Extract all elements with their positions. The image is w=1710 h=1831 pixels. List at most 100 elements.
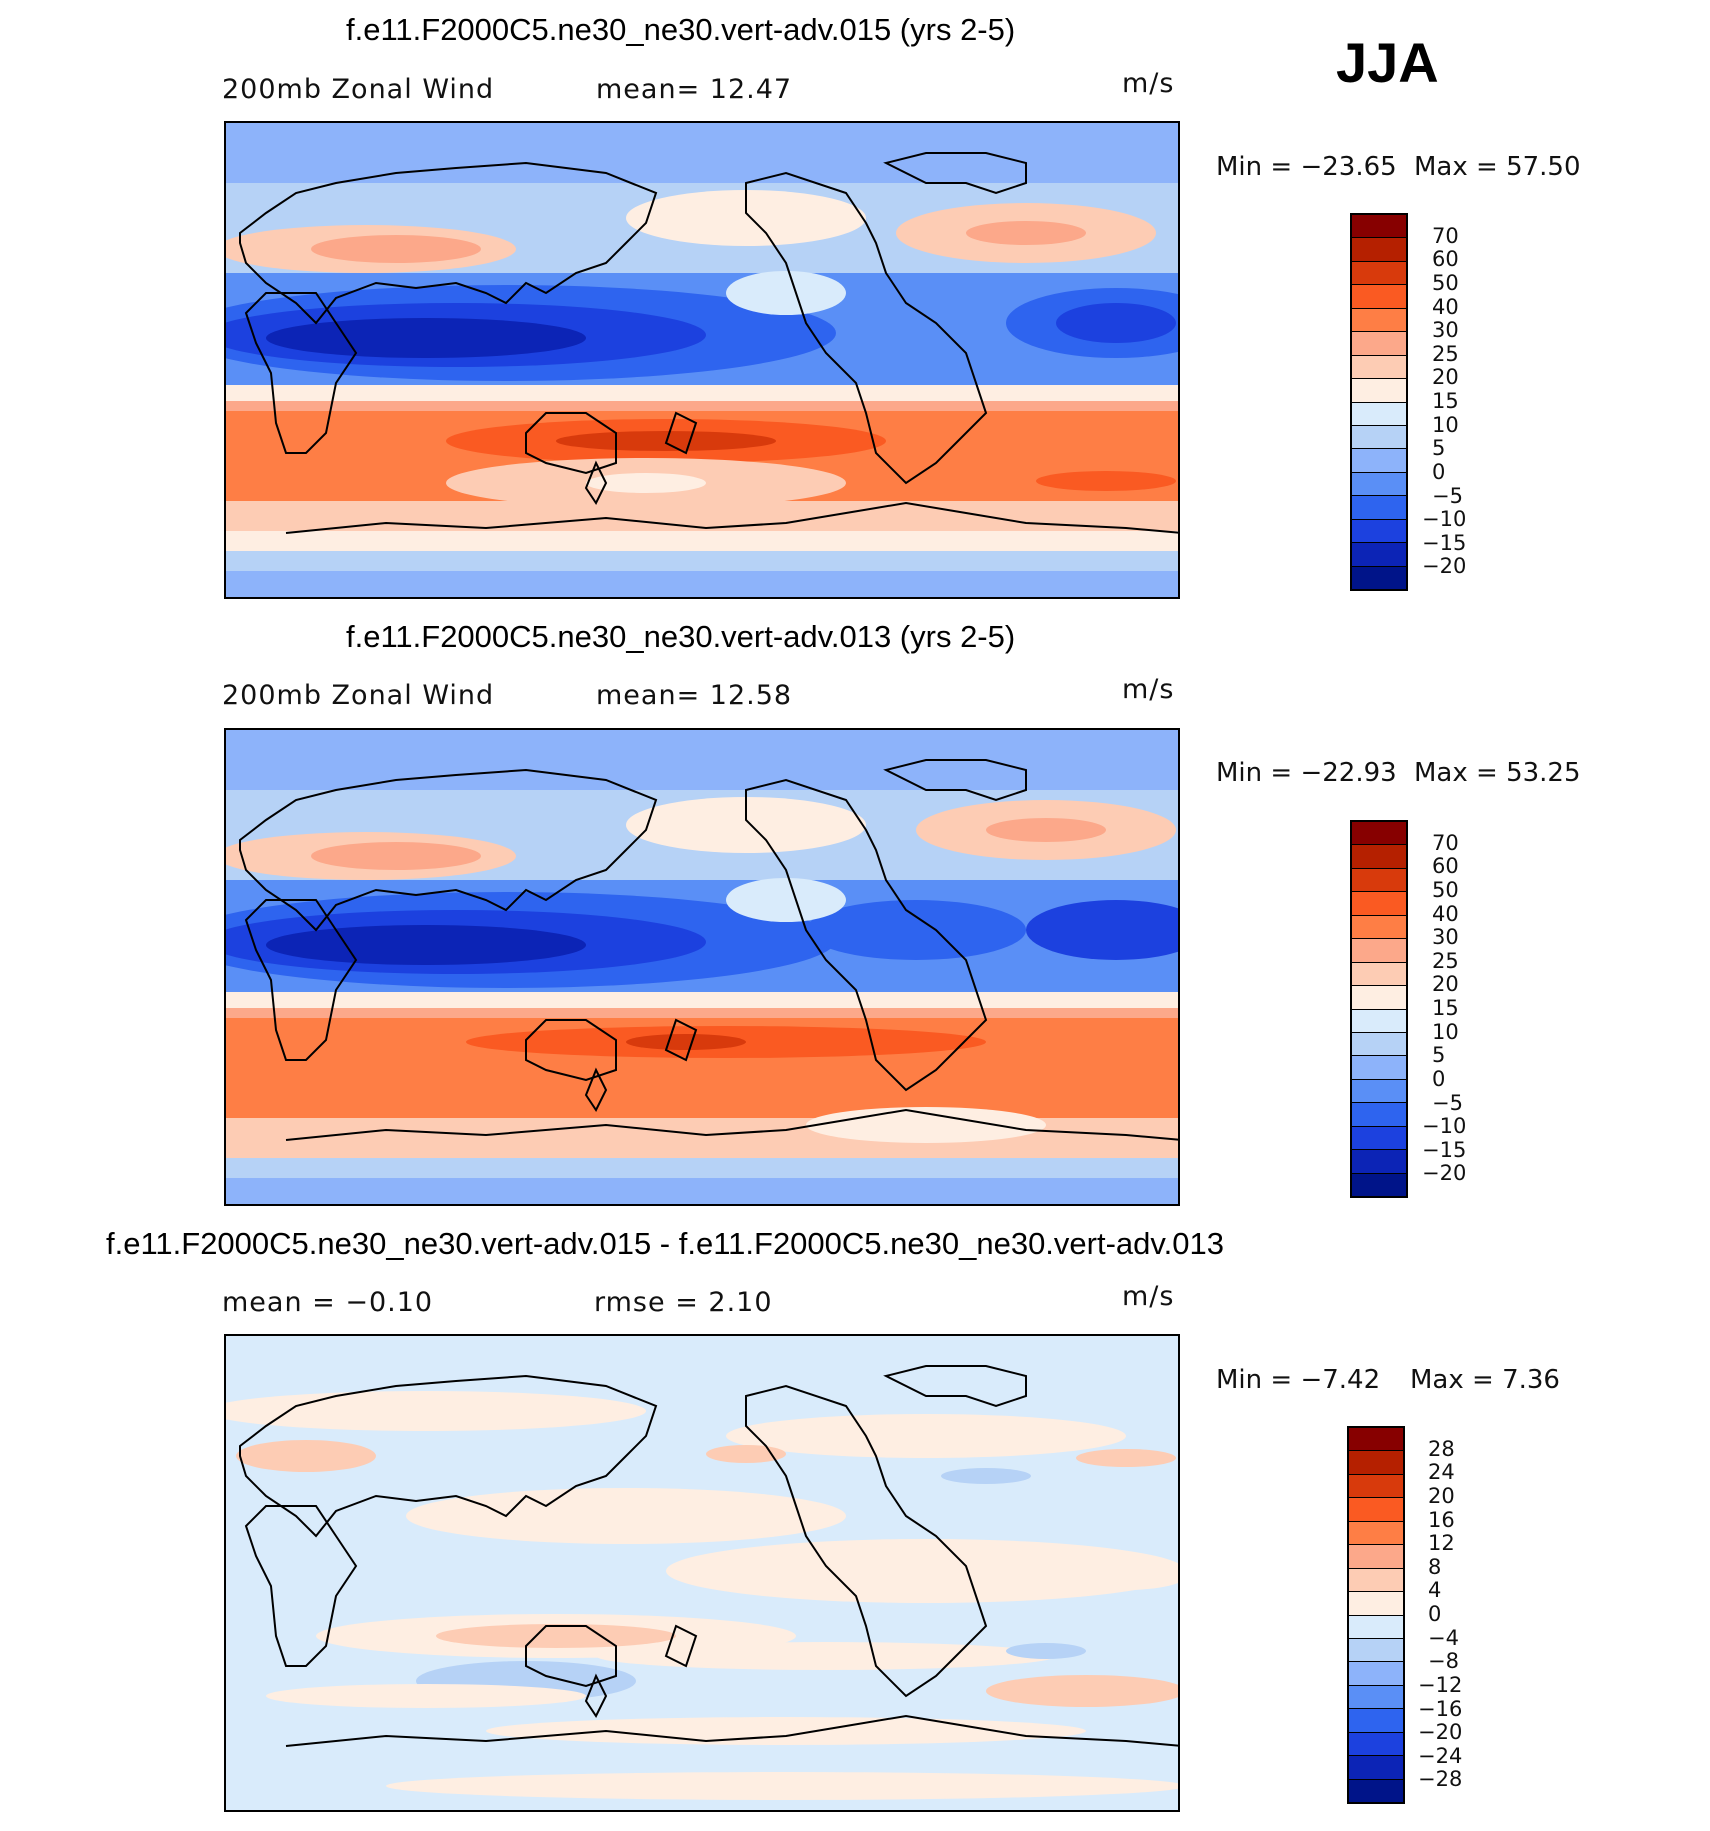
season-title: JJA	[1336, 31, 1439, 94]
colorbar-label: 0	[1432, 459, 1446, 484]
panel3-map	[224, 1334, 1180, 1812]
colorbar-label: 4	[1428, 1578, 1442, 1603]
colorbar-label: 24	[1428, 1460, 1455, 1485]
colorbar-swatch	[1352, 379, 1406, 403]
colorbar-swatch	[1349, 1474, 1403, 1499]
colorbar-swatch	[1352, 939, 1406, 963]
panel2-units: m/s	[1122, 674, 1175, 705]
colorbar-swatch	[1352, 1056, 1406, 1080]
colorbar-label: 0	[1432, 1066, 1446, 1091]
colorbar-swatch	[1352, 215, 1406, 239]
colorbar-swatch	[1349, 1545, 1403, 1569]
panel1-units: m/s	[1122, 68, 1175, 99]
colorbar-swatch	[1349, 1779, 1403, 1802]
colorbar-label: −5	[1432, 1090, 1463, 1115]
colorbar-swatch	[1349, 1709, 1403, 1733]
colorbar-swatch	[1352, 543, 1406, 567]
panel3-title: f.e11.F2000C5.ne30_ne30.vert-adv.015 - f…	[106, 1226, 1224, 1261]
colorbar-label: 5	[1432, 1043, 1446, 1068]
colorbar-label: 28	[1428, 1436, 1455, 1461]
colorbar-label: 50	[1432, 270, 1459, 295]
colorbar-swatch	[1352, 566, 1406, 589]
panel1-left-label: 200mb Zonal Wind	[222, 74, 495, 105]
colorbar-label: −12	[1418, 1672, 1463, 1697]
colorbar-label: −20	[1422, 554, 1467, 579]
colorbar-swatch	[1349, 1428, 1403, 1452]
colorbar-label: 15	[1432, 389, 1459, 413]
colorbar-label: −4	[1428, 1625, 1459, 1650]
colorbar-swatch	[1349, 1756, 1403, 1780]
colorbar-swatch	[1352, 1126, 1406, 1151]
colorbar-swatch	[1349, 1615, 1403, 1639]
colorbar-swatch	[1352, 402, 1406, 426]
colorbar-label: −15	[1422, 530, 1467, 555]
colorbar-swatch	[1352, 285, 1406, 309]
panel1-title: f.e11.F2000C5.ne30_ne30.vert-adv.015 (yr…	[346, 12, 1016, 47]
colorbar-label: −8	[1428, 1649, 1459, 1674]
colorbar-swatch	[1352, 1009, 1406, 1033]
colorbar-swatch	[1352, 1103, 1406, 1127]
colorbar-label: 70	[1432, 223, 1459, 248]
colorbar-label: −10	[1422, 507, 1467, 532]
colorbar-label: 40	[1432, 294, 1459, 319]
panel3-rmse-label: rmse = 2.10	[594, 1287, 773, 1318]
colorbar-swatch	[1352, 261, 1406, 286]
panel2-colorbar	[1350, 820, 1408, 1198]
colorbar-swatch	[1349, 1498, 1403, 1522]
colorbar-label: −10	[1422, 1114, 1467, 1139]
colorbar-swatch	[1352, 355, 1406, 380]
colorbar-label: 50	[1432, 877, 1459, 902]
panel3-units: m/s	[1122, 1281, 1175, 1312]
colorbar-label: 30	[1432, 318, 1459, 343]
colorbar-swatch	[1352, 332, 1406, 356]
panel1-mean-label: mean= 12.47	[596, 74, 793, 105]
colorbar-label: 8	[1428, 1554, 1442, 1579]
colorbar-swatch	[1349, 1521, 1403, 1546]
colorbar-swatch	[1352, 822, 1406, 846]
panel2-title: f.e11.F2000C5.ne30_ne30.vert-adv.013 (yr…	[346, 619, 1016, 654]
colorbar-label: 0	[1428, 1602, 1442, 1626]
colorbar-swatch	[1352, 1150, 1406, 1174]
colorbar-label: 25	[1432, 948, 1459, 973]
panel2-max-label: Max = 53.25	[1414, 758, 1581, 788]
colorbar-swatch	[1349, 1592, 1403, 1616]
colorbar-label: −16	[1418, 1696, 1463, 1721]
colorbar-label: 30	[1432, 925, 1459, 950]
colorbar-label: 60	[1432, 247, 1459, 272]
colorbar-label: 20	[1428, 1483, 1455, 1508]
colorbar-swatch	[1352, 868, 1406, 893]
colorbar-swatch	[1352, 1032, 1406, 1057]
colorbar-swatch	[1352, 962, 1406, 987]
colorbar-label: 60	[1432, 854, 1459, 879]
colorbar-label: −28	[1418, 1767, 1463, 1792]
colorbar-label: 70	[1432, 830, 1459, 855]
panel1-map	[224, 121, 1180, 599]
panel1-min-label: Min = −23.65	[1216, 152, 1397, 182]
panel1-colorbar	[1350, 213, 1408, 591]
panel3-colorbar	[1347, 1426, 1405, 1804]
panel2-mean-label: mean= 12.58	[596, 680, 793, 711]
colorbar-label: −15	[1422, 1137, 1467, 1162]
colorbar-label: −20	[1418, 1720, 1463, 1745]
colorbar-label: 20	[1432, 365, 1459, 390]
panel3-mean-label: mean = −0.10	[222, 1287, 434, 1318]
colorbar-label: 10	[1432, 412, 1459, 437]
colorbar-label: −24	[1418, 1743, 1463, 1768]
colorbar-swatch	[1352, 308, 1406, 333]
panel2-min-label: Min = −22.93	[1216, 758, 1397, 788]
colorbar-swatch	[1352, 986, 1406, 1010]
colorbar-label: 10	[1432, 1019, 1459, 1044]
colorbar-label: −5	[1432, 483, 1463, 508]
colorbar-label: 15	[1432, 996, 1459, 1020]
colorbar-swatch	[1352, 1079, 1406, 1104]
colorbar-swatch	[1349, 1568, 1403, 1593]
colorbar-swatch	[1352, 472, 1406, 497]
colorbar-swatch	[1352, 238, 1406, 262]
colorbar-label: 5	[1432, 436, 1446, 461]
colorbar-swatch	[1349, 1685, 1403, 1710]
colorbar-swatch	[1349, 1638, 1403, 1663]
colorbar-swatch	[1349, 1662, 1403, 1686]
colorbar-label: 12	[1428, 1531, 1455, 1556]
colorbar-swatch	[1352, 496, 1406, 520]
colorbar-swatch	[1352, 519, 1406, 544]
